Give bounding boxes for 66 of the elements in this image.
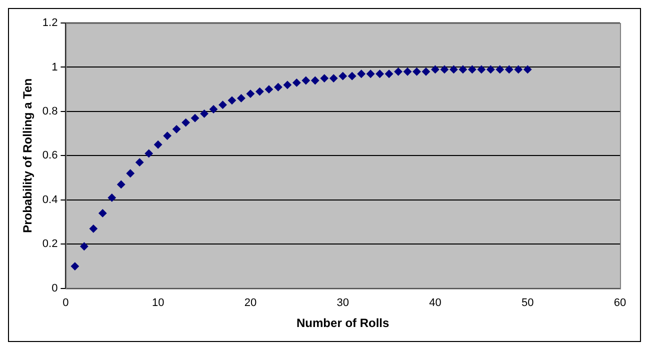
point <box>144 149 153 158</box>
point <box>89 224 98 233</box>
point <box>330 74 338 82</box>
point <box>458 65 467 74</box>
point <box>80 242 88 250</box>
point <box>228 96 236 104</box>
y-tick-label: 1.2 <box>42 17 58 30</box>
x-tick-label: 60 <box>614 297 626 310</box>
point <box>311 76 320 85</box>
point <box>264 85 273 94</box>
x-tick-label: 10 <box>152 297 164 310</box>
point <box>468 65 476 74</box>
point <box>376 70 384 78</box>
point <box>514 65 522 74</box>
point <box>366 70 375 78</box>
y-tick-label: 0.8 <box>42 106 58 118</box>
y-tick-label: 0 <box>52 282 58 294</box>
point <box>524 65 532 74</box>
point <box>450 65 458 74</box>
y-axis-title: Probability of Rolling a Ten <box>20 78 35 233</box>
y-tick-label: 0.6 <box>42 150 58 162</box>
point <box>191 114 200 122</box>
point <box>320 74 328 82</box>
point <box>283 80 292 89</box>
point <box>117 180 126 188</box>
point <box>440 65 448 74</box>
point <box>412 68 421 76</box>
point <box>302 76 310 85</box>
point <box>404 68 412 76</box>
point <box>108 194 116 202</box>
y-tick-label: 0.2 <box>42 238 58 250</box>
x-tick-label: 20 <box>244 297 257 310</box>
point <box>431 65 440 74</box>
point <box>256 88 264 96</box>
point <box>200 110 208 118</box>
point <box>218 100 227 109</box>
x-tick-label: 50 <box>521 297 534 310</box>
point <box>274 83 282 92</box>
x-tick-label: 30 <box>336 297 349 310</box>
point <box>70 262 79 270</box>
x-tick-label: 0 <box>62 297 69 310</box>
point <box>292 78 301 87</box>
point <box>422 68 430 76</box>
point <box>486 65 495 74</box>
point <box>505 65 514 74</box>
point <box>237 94 246 102</box>
point <box>496 65 504 74</box>
point <box>163 132 172 140</box>
point <box>385 70 394 78</box>
point <box>182 118 190 127</box>
point <box>126 169 134 178</box>
point <box>477 65 486 74</box>
point <box>210 105 218 114</box>
y-tick-label: 1 <box>52 61 58 74</box>
point <box>136 158 144 166</box>
y-tick-label: 0.4 <box>42 194 58 206</box>
point <box>394 68 402 76</box>
point <box>98 209 107 218</box>
point <box>154 140 162 149</box>
point <box>357 70 366 78</box>
point <box>172 125 181 134</box>
point <box>338 72 347 80</box>
x-tick-label: 40 <box>429 297 442 310</box>
point <box>348 72 356 80</box>
point <box>246 90 254 98</box>
x-axis-title: Number of Rolls <box>296 316 390 330</box>
